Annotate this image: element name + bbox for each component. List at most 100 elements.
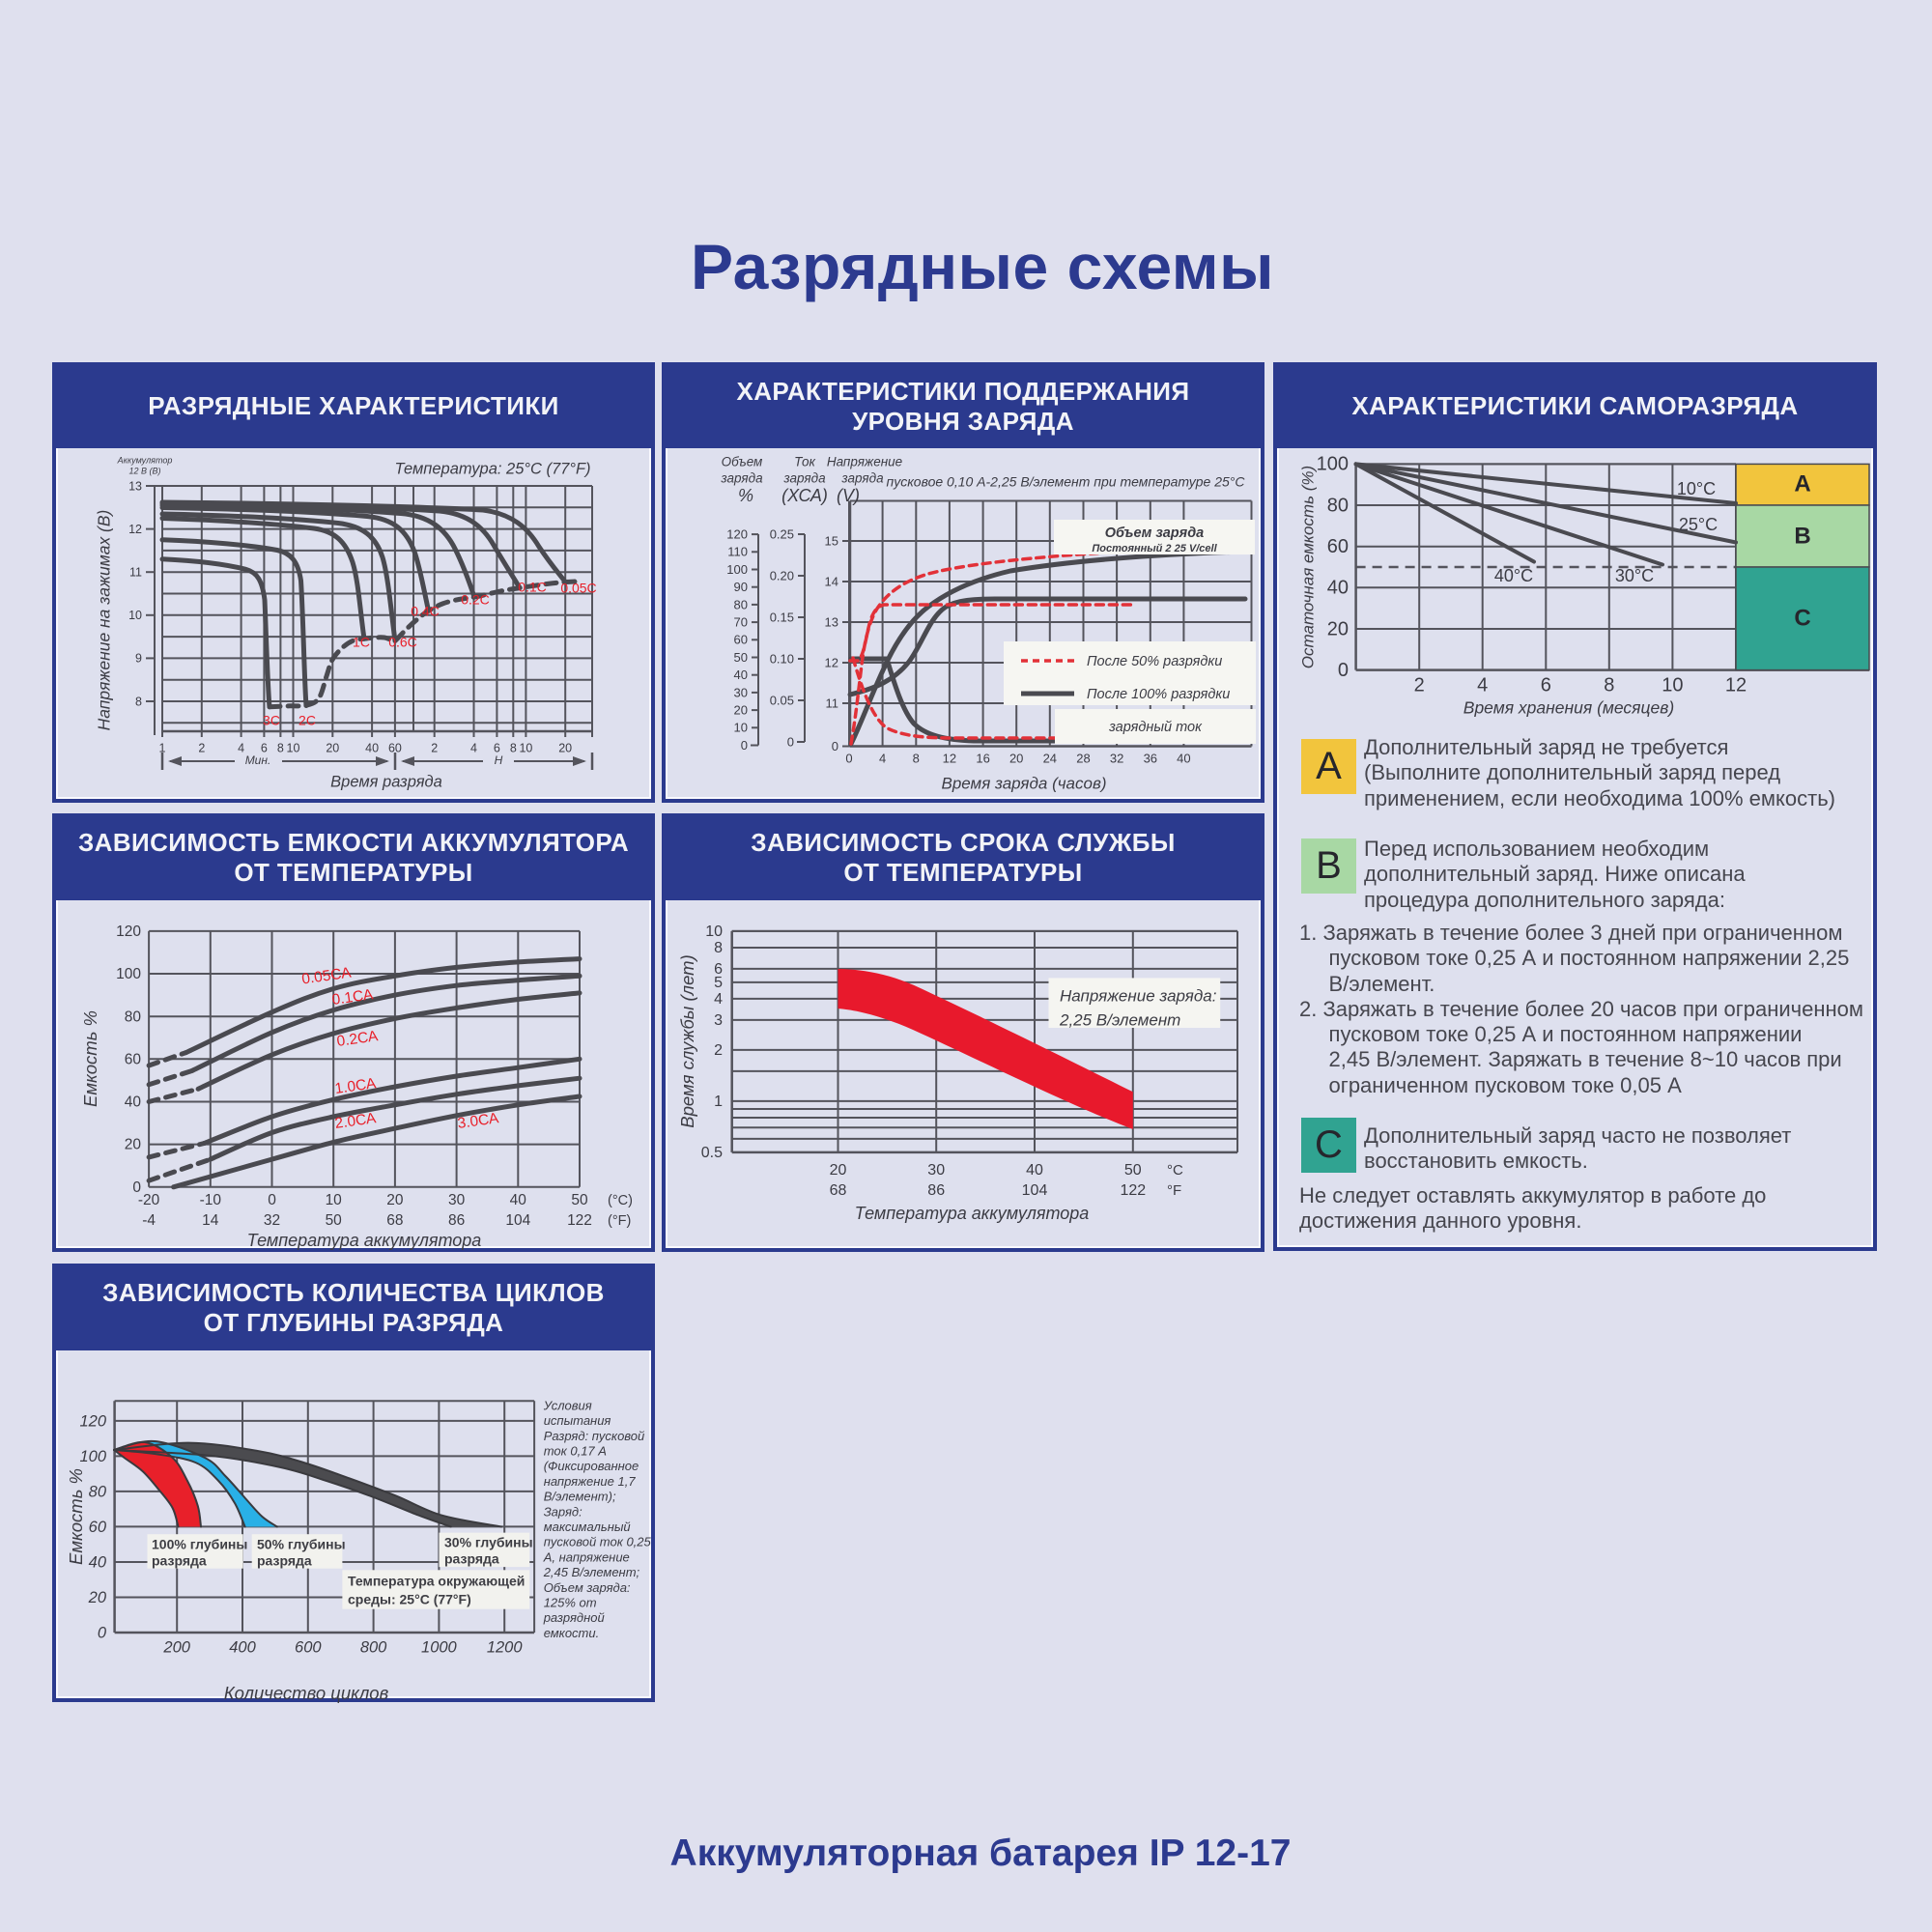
svg-text:6: 6 [1541, 674, 1551, 696]
svg-text:пусковой ток 0,25: пусковой ток 0,25 [544, 1535, 652, 1549]
svg-text:20: 20 [830, 1162, 847, 1179]
svg-text:Температура аккумулятора: Температура аккумулятора [247, 1231, 482, 1250]
svg-text:50: 50 [571, 1192, 588, 1208]
svg-text:40: 40 [1026, 1162, 1043, 1179]
svg-text:заряда: заряда [720, 471, 763, 486]
svg-text:20: 20 [558, 741, 572, 754]
svg-text:2: 2 [431, 741, 438, 754]
svg-text:0.5: 0.5 [701, 1145, 723, 1161]
svg-text:122: 122 [1120, 1182, 1146, 1199]
svg-text:20: 20 [1009, 751, 1023, 765]
svg-text:ток 0,17 А: ток 0,17 А [544, 1444, 607, 1459]
svg-text:40: 40 [365, 741, 379, 754]
svg-text:10: 10 [705, 923, 723, 940]
svg-text:86: 86 [448, 1212, 465, 1229]
svg-text:2,25 В/элемент: 2,25 В/элемент [1059, 1010, 1180, 1029]
svg-text:10: 10 [1662, 674, 1683, 696]
svg-text:8: 8 [277, 741, 284, 754]
svg-text:80: 80 [1327, 495, 1349, 516]
svg-text:11: 11 [826, 696, 839, 710]
svg-text:2: 2 [198, 741, 205, 754]
svg-text:86: 86 [927, 1182, 945, 1199]
svg-text:А, напряжение: А, напряжение [543, 1549, 630, 1564]
svg-text:0: 0 [832, 739, 838, 753]
svg-text:разряда: разряда [444, 1551, 499, 1567]
svg-text:1: 1 [159, 741, 166, 754]
svg-text:4: 4 [470, 741, 477, 754]
svg-text:10: 10 [326, 1192, 343, 1208]
svg-text:100: 100 [116, 966, 141, 982]
svg-text:заряда: заряда [840, 471, 884, 486]
svg-text:(V): (V) [837, 486, 860, 505]
svg-text:10: 10 [287, 741, 300, 754]
svg-text:Емкость %: Емкость % [66, 1468, 86, 1565]
svg-text:2C: 2C [298, 713, 316, 728]
svg-text:100: 100 [79, 1448, 106, 1465]
svg-text:30: 30 [927, 1162, 945, 1179]
svg-text:-20: -20 [138, 1192, 160, 1208]
svg-text:0.6C: 0.6C [388, 635, 417, 650]
svg-text:0.05C: 0.05C [560, 581, 596, 596]
svg-text:(°F): (°F) [608, 1213, 631, 1229]
svg-text:30: 30 [448, 1192, 466, 1208]
svg-text:Постоянный 2 25 V/cell: Постоянный 2 25 V/cell [1092, 543, 1217, 554]
svg-text:0: 0 [132, 1179, 141, 1196]
svg-text:0: 0 [1338, 660, 1349, 681]
svg-text:40: 40 [125, 1094, 142, 1111]
svg-text:Объем заряда: Объем заряда [1105, 526, 1204, 541]
svg-text:12: 12 [943, 751, 956, 765]
svg-text:8: 8 [714, 940, 723, 956]
svg-text:0: 0 [741, 738, 748, 753]
svg-text:%: % [738, 486, 753, 505]
svg-text:пусковое 0,10 А-2,25 В/элемент: пусковое 0,10 А-2,25 В/элемент при темпе… [886, 474, 1245, 490]
svg-text:3.0СА: 3.0СА [457, 1110, 500, 1132]
svg-text:Разряд: пусковой: Разряд: пусковой [544, 1429, 645, 1443]
svg-text:4: 4 [1477, 674, 1488, 696]
svg-text:емкости.: емкости. [544, 1626, 600, 1640]
svg-text:4: 4 [714, 991, 723, 1008]
svg-text:(°С): (°С) [608, 1193, 633, 1208]
svg-text:После 50% разрядки: После 50% разрядки [1087, 654, 1222, 669]
svg-text:10: 10 [128, 609, 142, 622]
svg-text:0.15: 0.15 [770, 610, 794, 624]
svg-text:100% глубины: 100% глубины [152, 1537, 247, 1552]
svg-text:68: 68 [830, 1182, 847, 1199]
svg-text:6: 6 [714, 961, 723, 978]
svg-text:90: 90 [734, 580, 748, 594]
svg-text:50% глубины: 50% глубины [257, 1537, 346, 1552]
svg-text:заряда: заряда [782, 471, 826, 486]
svg-text:50: 50 [326, 1212, 343, 1229]
svg-text:120: 120 [116, 923, 141, 940]
svg-text:Температура: 25°С (77°F): Температура: 25°С (77°F) [394, 460, 590, 477]
svg-text:50: 50 [734, 650, 748, 665]
svg-text:0: 0 [268, 1192, 276, 1208]
svg-text:0.1СА: 0.1СА [331, 986, 375, 1009]
svg-text:(ХСА): (ХСА) [781, 486, 828, 505]
svg-text:-4: -4 [142, 1212, 156, 1229]
svg-text:12: 12 [128, 523, 142, 536]
svg-text:3: 3 [714, 1012, 723, 1029]
svg-text:А: А [1794, 470, 1810, 497]
svg-text:0.20: 0.20 [770, 568, 794, 582]
svg-text:1: 1 [714, 1094, 723, 1110]
svg-text:6: 6 [494, 741, 500, 754]
svg-text:70: 70 [734, 615, 748, 630]
svg-text:0: 0 [98, 1624, 107, 1641]
svg-text:20: 20 [734, 703, 748, 718]
svg-text:Ток: Ток [794, 455, 815, 469]
svg-text:1C: 1C [353, 635, 370, 650]
svg-text:1.0СА: 1.0СА [334, 1075, 378, 1097]
svg-text:2: 2 [1414, 674, 1425, 696]
svg-text:°С: °С [1167, 1162, 1183, 1179]
svg-text:80: 80 [734, 597, 748, 611]
svg-text:20: 20 [1327, 618, 1349, 639]
svg-text:15: 15 [825, 533, 838, 548]
svg-text:104: 104 [1022, 1182, 1048, 1199]
svg-text:-10: -10 [200, 1192, 222, 1208]
svg-text:Время разряда: Время разряда [330, 773, 442, 790]
svg-text:0.25: 0.25 [770, 526, 794, 541]
svg-text:60: 60 [1327, 536, 1349, 557]
svg-text:104: 104 [505, 1212, 530, 1229]
svg-text:8: 8 [1604, 674, 1614, 696]
svg-text:800: 800 [360, 1638, 387, 1656]
